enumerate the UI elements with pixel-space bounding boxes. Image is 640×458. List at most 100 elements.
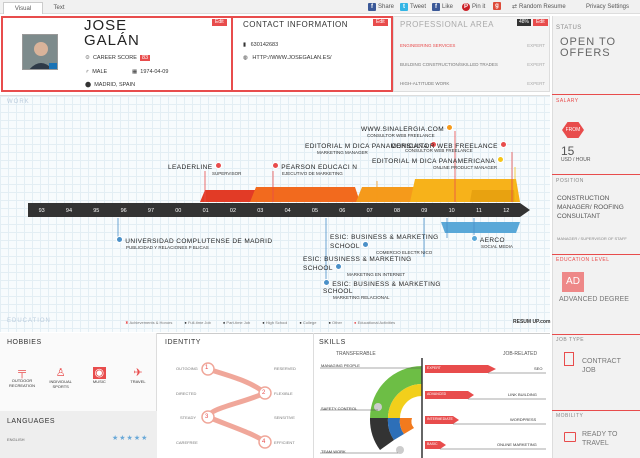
job-entry[interactable]: PEARSON EDUCACI N EJECUTIVO DE MARKETING (272, 162, 357, 176)
divider (552, 334, 640, 335)
google-plus-button[interactable]: g (493, 2, 501, 10)
website[interactable]: ◍ HTTP://WWW.JOSEGALAN.ES/ (243, 55, 332, 61)
education-entry[interactable]: UNIVERSIDAD COMPLUTENSE DE MADRID PUBLIC… (116, 236, 272, 250)
shuffle-icon: ⇄ (512, 4, 518, 10)
skills-chart (320, 358, 546, 458)
suitcase-icon (564, 432, 576, 442)
music-icon: ◉ (92, 367, 107, 379)
divider (552, 94, 640, 95)
job-bar (200, 190, 262, 202)
contact-edit-button[interactable]: Edit (373, 19, 388, 26)
identity-num: 2 (262, 390, 266, 396)
education-level-badge: AD (562, 272, 584, 292)
education-entry[interactable]: ESIC: BUSINESS & MARKETING SCHOOL COMERC… (330, 234, 439, 255)
job-type-value: CONTRACT JOB (582, 358, 621, 374)
part-time-job-icon (446, 124, 454, 131)
share-like[interactable]: f Like (432, 2, 453, 12)
professional-area-edit-button[interactable]: Edit (533, 19, 548, 26)
salary-badge: FROM (562, 122, 584, 138)
transferable-label: TRANSFERABLE (336, 351, 376, 357)
hobby-item: ✈ TRAVEL (122, 366, 154, 389)
calendar-icon: ▦ (132, 69, 138, 75)
career-score-icon: ⚙ (85, 55, 90, 61)
education-level-label: EDUCATION LEVEL (556, 257, 610, 263)
position-sub: MANAGER / SUPERVISOR OF STAFF (557, 236, 627, 241)
contact-title: CONTACT INFORMATION (243, 20, 349, 29)
year-label: 03 (257, 208, 264, 214)
education-entry[interactable]: ESIC: BUSINESS & MARKETING SCHOOL MARKET… (303, 256, 412, 277)
year-label: 04 (284, 208, 291, 214)
identity-left: STEADY (180, 415, 197, 420)
share-pin[interactable]: P Pin it (462, 3, 486, 11)
male-icon: ♂ (85, 69, 90, 75)
part-time-icon: ● (222, 320, 226, 325)
brand-logo: RESUM UP.com (513, 319, 551, 325)
divider (552, 174, 640, 175)
job-entry[interactable]: LEADERLINE SUPERVISOR (168, 162, 242, 176)
identity-num: 1 (205, 365, 209, 371)
hobby-item: ♙ INDIVIDUAL SPORTS (45, 366, 77, 389)
job-entry[interactable]: EDITORIAL M DICA PANAMERICANA MARKETING … (305, 141, 437, 155)
year-label: 96 (120, 208, 127, 214)
profile-edit-button[interactable]: Edit (212, 19, 227, 26)
share-twitter[interactable]: t Tweet (400, 2, 426, 12)
pinterest-icon: P (462, 3, 470, 11)
privacy-settings-link[interactable]: Privacy Settings (586, 4, 630, 10)
year-axis: 93 94 95 96 97 00 01 02 03 04 05 06 07 08 09 10 11 12 (28, 205, 520, 217)
divider (552, 410, 640, 411)
year-label: 08 (393, 208, 401, 214)
twitter-icon: t (400, 3, 408, 11)
professional-area-title: PROFESSIONAL AREA (400, 20, 495, 29)
salary-amount: 15 (561, 144, 575, 158)
skill-level: BASIC (427, 442, 438, 446)
year-label: 07 (366, 208, 373, 214)
college-icon (361, 241, 369, 248)
year-label: 02 (229, 208, 237, 214)
identity-right: SENSITIVE (274, 415, 295, 420)
timeline-legend: ♜ Achievements & Honors ● Full-time Job … (125, 320, 396, 325)
year-label: 97 (147, 208, 155, 214)
identity-right: FLEXIBLE (274, 391, 293, 396)
job-skill: SEO (534, 366, 543, 371)
education-entry[interactable]: AERCO SOCIAL MEDIA (471, 235, 513, 249)
tab-text[interactable]: Text (53, 5, 65, 11)
high-school-icon: ● (262, 320, 265, 325)
full-time-job-icon (214, 162, 222, 169)
college-icon (116, 236, 123, 243)
birthdate: ▦ 1974-04-09 (132, 69, 169, 75)
salary-unit: USD / HOUR (561, 157, 591, 163)
phone-icon: ▮ (243, 42, 247, 48)
random-resume-link[interactable]: ⇄ Random Resume (512, 4, 566, 10)
status-value: OPEN TO OFFERS (560, 36, 617, 59)
educational-activity-icon (471, 235, 478, 242)
google-plus-icon: g (493, 2, 501, 10)
year-label: 00 (175, 208, 182, 214)
education-title: EDUCATION (7, 318, 51, 324)
skill-level: ADVANCED (427, 392, 447, 396)
facebook-icon: f (368, 3, 376, 11)
runner-icon: ♙ (55, 367, 66, 379)
education-level-value: ADVANCED DEGREE (559, 296, 629, 303)
mobility-label: MOBILITY (556, 413, 584, 419)
phone: ▮ 630142683 (243, 42, 279, 48)
hobby-item: ◉ MUSIC (92, 367, 107, 384)
work-title: WORK (7, 99, 30, 105)
location: ⬤ MADRID, SPAIN (85, 82, 136, 88)
professional-area-percent: 48% (517, 19, 532, 26)
tab-visual[interactable]: Visual (3, 2, 43, 14)
bench-icon: ╤ (18, 366, 26, 378)
skill-item: TEAM WORK (321, 449, 346, 454)
skill-level: EXPERT (427, 366, 441, 370)
share-facebook[interactable]: f Share (368, 2, 394, 12)
education-entry[interactable]: ESIC: BUSINESS & MARKETING SCHOOL MARKET… (323, 279, 441, 300)
part-time-job-icon (496, 156, 504, 163)
identity-right: RESERVED (274, 366, 296, 371)
job-entry[interactable]: CONSULTOR WEB FREELANCE (391, 141, 508, 150)
job-skill: WORDPRESS (510, 417, 537, 422)
last-name: GALÁN (84, 32, 140, 49)
first-name: JOSE (84, 17, 128, 34)
job-entry[interactable]: EDITORIAL M DICA PANAMERICANA ONLINE PRO… (372, 156, 504, 170)
language-name: ENGLISH (7, 437, 25, 442)
job-entry[interactable]: WWW.SINALERGIA.COM CONSULTOR WEB FREELAN… (361, 124, 454, 138)
year-label: 01 (202, 208, 209, 214)
